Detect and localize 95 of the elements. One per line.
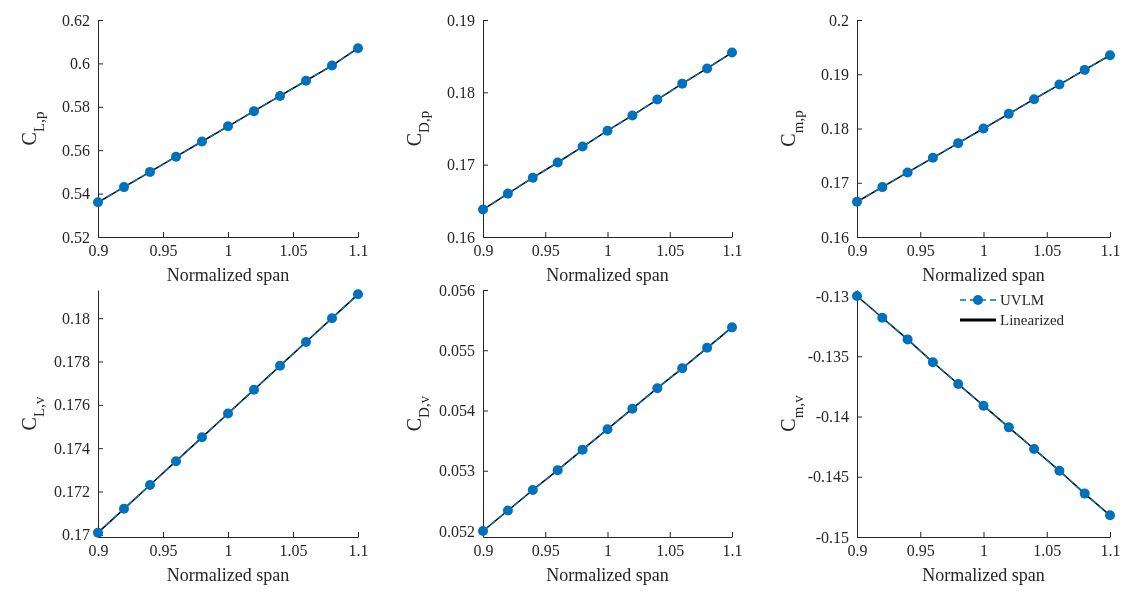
point: [1105, 510, 1115, 521]
y-tick-label: 0.56: [62, 141, 90, 159]
x-tick-label: 0.95: [531, 542, 560, 560]
point: [852, 291, 862, 302]
point: [702, 342, 713, 353]
y-tick-label: 0.055: [439, 341, 475, 359]
point: [353, 43, 363, 54]
x-tick-label: 1.05: [656, 542, 685, 560]
x-tick-label: 1: [224, 242, 233, 260]
y-tick-label: -0.14: [815, 408, 849, 426]
x-tick-label: 0.9: [847, 542, 868, 560]
y-tick-label: -0.13: [815, 287, 849, 305]
y-tick-label: 0.16: [447, 228, 475, 246]
point: [1003, 108, 1014, 119]
legend-label: Linearized: [1000, 312, 1065, 328]
x-tick-label: 0.95: [531, 242, 560, 260]
x-tick-label: 1.05: [279, 542, 308, 560]
x-tick-label: 0.9: [473, 542, 494, 560]
x-tick-label: 1.1: [722, 542, 743, 560]
y-tick-label: 0.176: [54, 396, 90, 414]
legend-label: UVLM: [1000, 292, 1045, 308]
y-tick-label: -0.15: [815, 528, 849, 546]
x-tick-label: 0.95: [149, 542, 178, 560]
point: [727, 322, 737, 333]
point: [1029, 444, 1040, 455]
x-tick-label: 1: [604, 542, 612, 560]
x-axis-title: Normalized span: [166, 265, 290, 285]
point: [249, 384, 259, 395]
y-tick-label: 0.58: [62, 98, 90, 116]
point: [145, 166, 155, 177]
x-tick-label: 0.9: [473, 242, 494, 260]
point: [197, 432, 207, 443]
x-tick-label: 0.9: [847, 242, 868, 260]
point: [727, 47, 737, 58]
x-tick-label: 0.9: [88, 242, 109, 260]
y-tick-label: 0.18: [447, 83, 475, 101]
point: [301, 337, 311, 347]
x-axis-title: Normalized span: [922, 265, 1045, 285]
x-tick-label: 1.1: [722, 242, 743, 260]
x-tick-label: 0.95: [906, 242, 935, 260]
point: [478, 204, 488, 215]
x-tick-label: 1.05: [1033, 242, 1062, 260]
y-tick-label: -0.145: [807, 468, 849, 486]
x-tick-label: 1: [980, 542, 988, 560]
point: [927, 152, 938, 163]
y-tick-label: -0.135: [807, 347, 849, 365]
x-tick-label: 1: [980, 242, 988, 260]
point: [1079, 64, 1090, 75]
x-tick-label: 1.1: [348, 542, 369, 560]
x-axis-title: Normalized span: [166, 565, 290, 585]
y-tick-label: 0.054: [439, 402, 475, 420]
y-tick-label: 0.174: [54, 439, 90, 457]
y-tick-label: 0.172: [54, 483, 90, 501]
x-tick-label: 1: [224, 542, 233, 560]
y-tick-label: 0.17: [821, 174, 849, 192]
y-tick-label: 0.62: [62, 11, 90, 29]
y-tick-label: 0.17: [62, 526, 90, 544]
x-tick-label: 1.05: [656, 242, 685, 260]
point: [478, 525, 488, 536]
x-tick-label: 1: [604, 242, 612, 260]
x-tick-label: 1.05: [279, 242, 308, 260]
x-axis-title: Normalized span: [922, 565, 1045, 585]
x-tick-label: 1.1: [1100, 242, 1121, 260]
point: [1105, 50, 1115, 61]
x-tick-label: 1.05: [1033, 542, 1062, 560]
y-tick-label: 0.6: [70, 55, 90, 73]
point: [275, 360, 285, 371]
point: [119, 182, 129, 193]
point: [93, 527, 103, 538]
x-axis-title: Normalized span: [546, 265, 669, 285]
y-tick-label: 0.053: [439, 462, 475, 480]
y-tick-label: 0.178: [54, 353, 90, 371]
x-tick-label: 0.9: [88, 542, 109, 560]
y-tick-label: 0.18: [821, 120, 849, 138]
y-tick-label: 0.2: [829, 11, 849, 29]
y-tick-label: 0.19: [821, 65, 849, 83]
point: [953, 138, 964, 149]
x-tick-label: 1.1: [1100, 542, 1121, 560]
y-tick-label: 0.056: [439, 281, 475, 299]
y-tick-label: 0.52: [62, 228, 90, 246]
point: [502, 188, 513, 199]
x-tick-label: 1.1: [348, 242, 369, 260]
y-tick-label: 0.18: [62, 309, 90, 327]
y-tick-label: 0.052: [439, 522, 475, 540]
y-tick-label: 0.54: [62, 185, 90, 203]
x-axis-title: Normalized span: [546, 565, 669, 585]
y-tick-label: 0.16: [821, 228, 849, 246]
point: [145, 480, 155, 490]
x-tick-label: 0.95: [906, 542, 935, 560]
point: [852, 196, 862, 207]
x-tick-label: 0.95: [149, 242, 178, 260]
point: [275, 90, 285, 101]
y-tick-label: 0.19: [447, 11, 475, 29]
point: [353, 289, 363, 300]
y-tick-label: 0.17: [447, 156, 475, 174]
